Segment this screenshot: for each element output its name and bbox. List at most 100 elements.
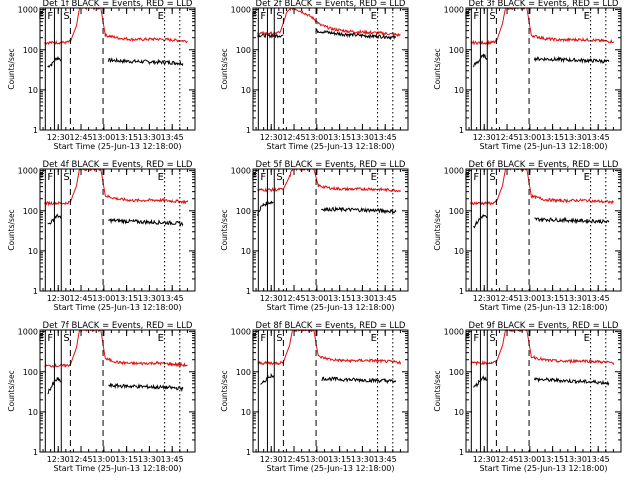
x-tick-label: 12:30 <box>473 294 496 303</box>
x-tick-label: 12:30 <box>260 133 283 142</box>
y-tick-label: 100 <box>23 46 38 55</box>
marker-label: E <box>584 172 590 183</box>
marker-label: S <box>276 333 282 344</box>
series-events-line <box>533 56 610 64</box>
x-axis-label: Start Time (25-Jun-13 12:18:00) <box>267 142 395 151</box>
plot-frame <box>252 168 409 292</box>
marker-label: S <box>276 11 282 22</box>
x-tick-label: 12:30 <box>260 455 283 464</box>
y-tick-label: 1000 <box>444 6 464 15</box>
marker-label: F <box>260 11 266 22</box>
x-tick-label: 12:45 <box>495 133 518 142</box>
marker-label: E <box>38 11 44 22</box>
y-tick-label: 1000 <box>18 167 38 176</box>
panel-title: Det 2f BLACK = Events, RED = LLD <box>256 0 406 9</box>
plot-frame <box>39 168 196 292</box>
x-tick-label: 13:30 <box>351 455 374 464</box>
y-tick-label: 10 <box>28 247 38 256</box>
y-tick-label: 1 <box>33 448 38 457</box>
x-tick-label: 12:45 <box>69 133 92 142</box>
marker-label: E <box>38 172 44 183</box>
x-tick-label: 12:45 <box>282 133 305 142</box>
x-tick-label: 12:45 <box>69 455 92 464</box>
y-tick-label: 1000 <box>444 328 464 337</box>
y-tick-label: 1 <box>246 448 251 457</box>
y-axis-label: Counts/sec <box>7 48 16 89</box>
x-axis-label: Start Time (25-Jun-13 12:18:00) <box>480 303 608 312</box>
y-tick-label: 1 <box>33 287 38 296</box>
y-tick-label: 10 <box>28 408 38 417</box>
series-lld-line <box>470 169 614 206</box>
x-tick-label: 12:30 <box>47 455 70 464</box>
panel-title: Det 6f BLACK = Events, RED = LLD <box>469 160 619 170</box>
x-tick-label: 13:30 <box>351 133 374 142</box>
y-tick-label: 100 <box>236 368 251 377</box>
y-tick-label: 10 <box>241 247 251 256</box>
y-axis-label: Counts/sec <box>220 209 229 250</box>
panel-title: Det 9f BLACK = Events, RED = LLD <box>469 321 619 331</box>
x-axis-label: Start Time (25-Jun-13 12:18:00) <box>267 303 395 312</box>
plot-frame <box>39 329 196 453</box>
plot-frame <box>252 329 409 453</box>
y-axis-label: Counts/sec <box>433 209 442 250</box>
plot-frame <box>465 7 622 131</box>
marker-label: E <box>158 333 164 344</box>
x-axis-label: Start Time (25-Jun-13 12:18:00) <box>480 464 608 473</box>
y-tick-label: 1 <box>459 448 464 457</box>
series-events-line <box>316 28 397 41</box>
x-tick-label: 13:45 <box>587 455 610 464</box>
marker-label: S <box>63 333 69 344</box>
y-axis-label: Counts/sec <box>7 209 16 250</box>
marker-label: S <box>489 11 495 22</box>
marker-label: E <box>371 172 377 183</box>
y-tick-label: 1000 <box>231 328 251 337</box>
y-tick-label: 100 <box>449 207 464 216</box>
x-tick-label: 13:45 <box>374 455 397 464</box>
x-tick-label: 13:45 <box>161 133 184 142</box>
series-lld-line <box>44 8 188 46</box>
series-lld-line <box>470 8 614 46</box>
marker-label: E <box>251 333 257 344</box>
marker-label: E <box>584 11 590 22</box>
x-tick-label: 12:30 <box>47 133 70 142</box>
y-tick-label: 10 <box>454 408 464 417</box>
series-events-line <box>257 200 274 216</box>
x-tick-label: 13:00 <box>92 133 115 142</box>
x-tick-label: 13:30 <box>138 294 161 303</box>
marker-label: F <box>47 333 53 344</box>
x-axis-label: Start Time (25-Jun-13 12:18:00) <box>267 464 395 473</box>
plot-area <box>257 8 401 41</box>
y-tick-label: 100 <box>236 207 251 216</box>
x-tick-label: 13:00 <box>305 294 328 303</box>
x-tick-label: 12:45 <box>282 294 305 303</box>
x-tick-label: 13:45 <box>587 294 610 303</box>
y-tick-label: 10 <box>454 247 464 256</box>
panel-title: Det 5f BLACK = Events, RED = LLD <box>256 160 406 170</box>
x-tick-label: 13:45 <box>374 133 397 142</box>
x-tick-label: 12:45 <box>495 455 518 464</box>
x-tick-label: 13:45 <box>161 455 184 464</box>
x-tick-label: 13:15 <box>541 294 564 303</box>
y-axis-label: Counts/sec <box>220 370 229 411</box>
marker-label: E <box>251 172 257 183</box>
marker-label: E <box>464 333 470 344</box>
y-axis-label: Counts/sec <box>433 370 442 411</box>
y-tick-label: 1000 <box>18 6 38 15</box>
plot-area <box>257 169 401 216</box>
marker-label: E <box>158 11 164 22</box>
x-tick-label: 13:30 <box>564 133 587 142</box>
marker-label: S <box>63 172 69 183</box>
y-tick-label: 100 <box>23 207 38 216</box>
series-events-line <box>107 57 184 67</box>
marker-label: E <box>251 11 257 22</box>
marker-label: S <box>489 172 495 183</box>
x-axis-label: Start Time (25-Jun-13 12:18:00) <box>54 464 182 473</box>
x-tick-label: 13:00 <box>305 455 328 464</box>
marker-label: E <box>38 333 44 344</box>
y-tick-label: 1000 <box>231 167 251 176</box>
y-tick-label: 1 <box>459 287 464 296</box>
y-tick-label: 10 <box>241 86 251 95</box>
